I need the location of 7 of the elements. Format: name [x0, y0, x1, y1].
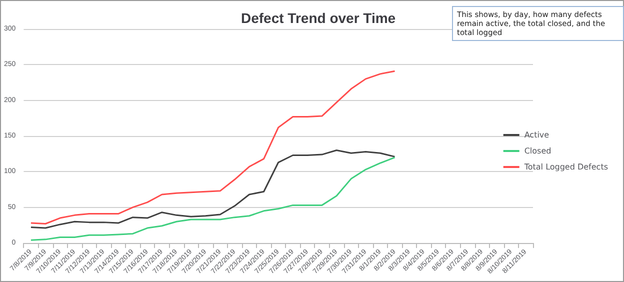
chart-title: Defect Trend over Time	[241, 10, 396, 26]
legend-label: Total Logged Defects	[523, 162, 608, 172]
line-series	[30, 156, 396, 241]
legend-label: Closed	[524, 146, 552, 156]
line-series	[30, 70, 396, 224]
line-series	[30, 150, 396, 229]
legend-label: Active	[524, 130, 550, 140]
